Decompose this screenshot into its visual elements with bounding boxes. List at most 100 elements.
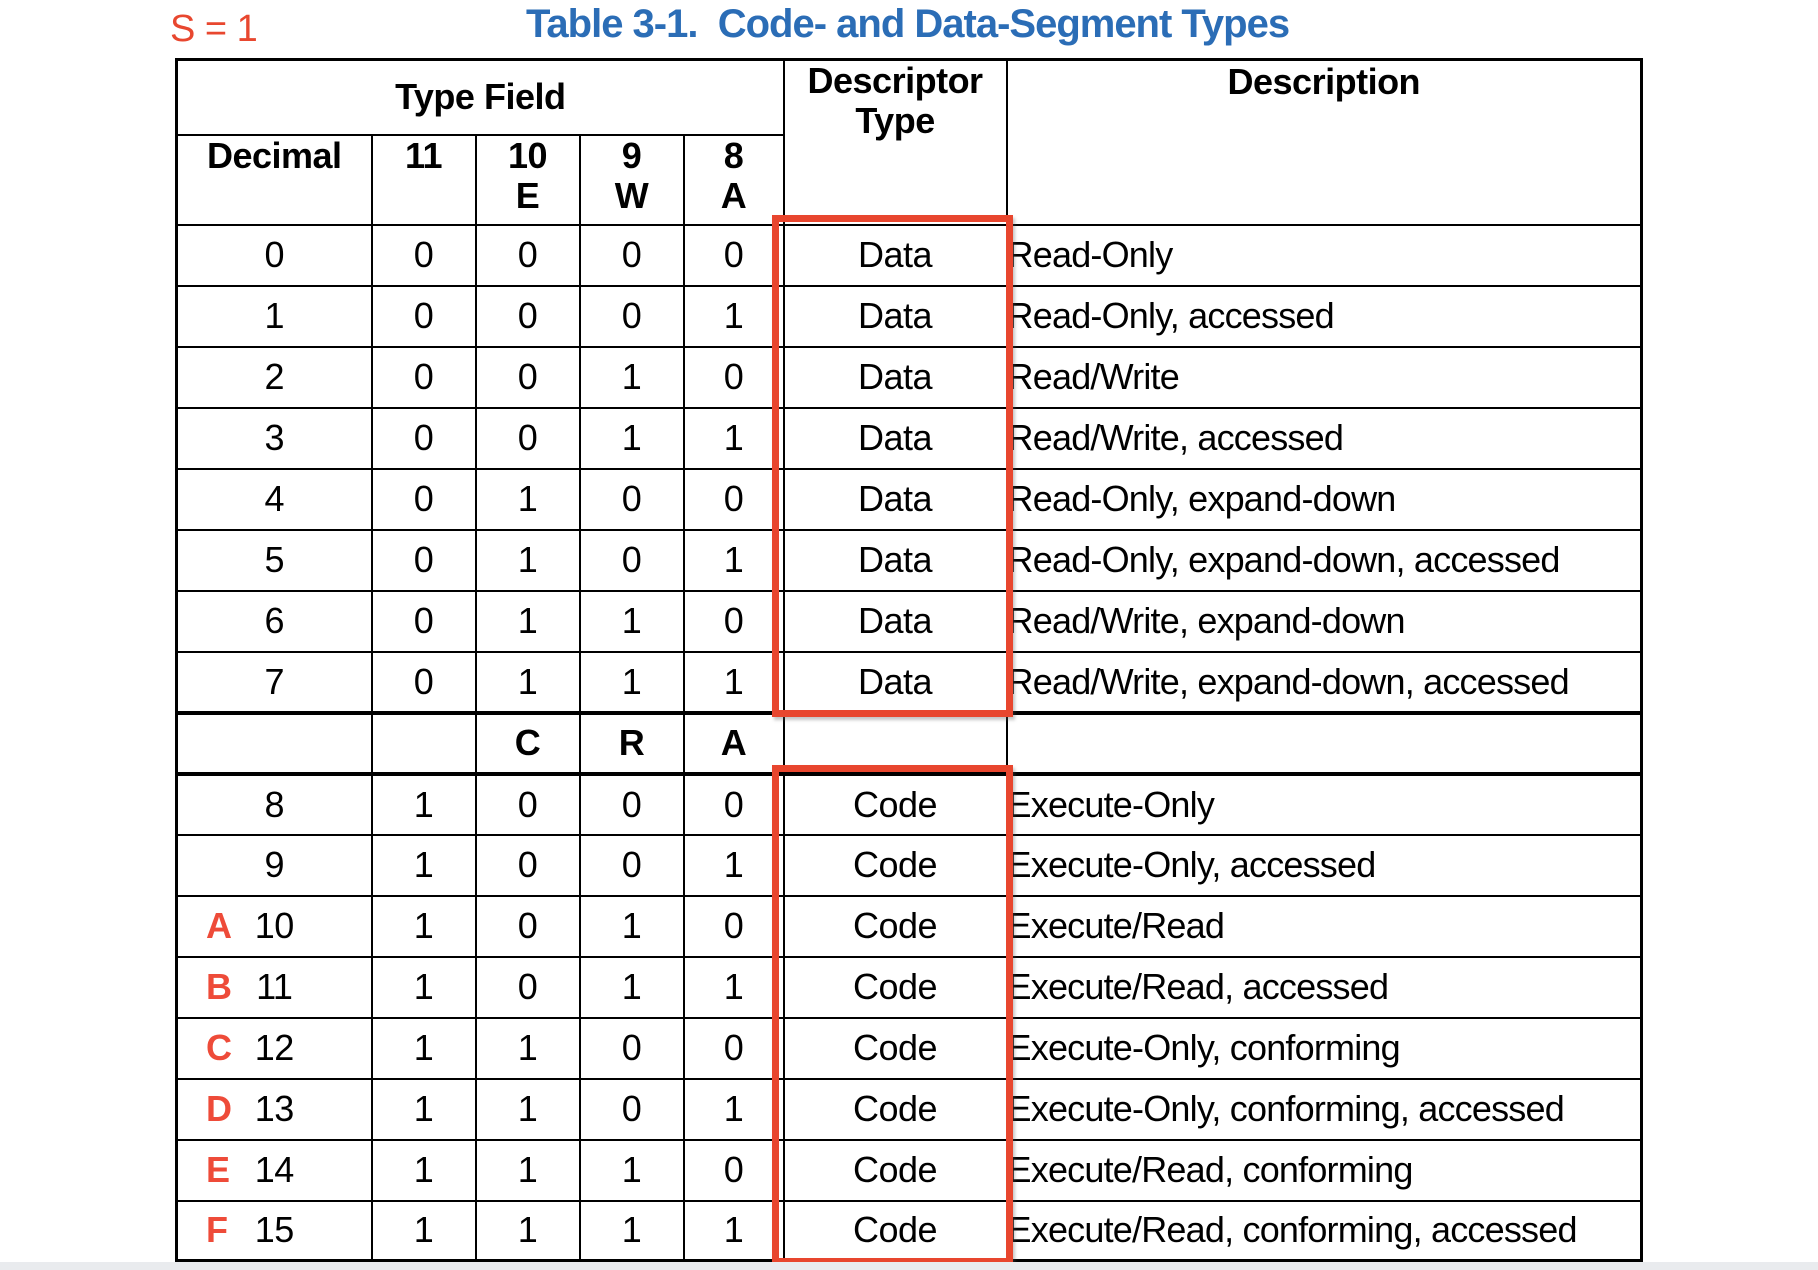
bit9-cell: 0 [578, 467, 685, 531]
table-row: 3 0 0 1 1 Data Read/Write, accessed [175, 406, 1643, 470]
bit11-cell: 0 [370, 284, 477, 348]
table-row: 1 0 0 0 1 Data Read-Only, accessed [175, 284, 1643, 348]
descriptor-type-cell: Code [782, 833, 1008, 897]
decimal-value: 9 [264, 844, 285, 885]
bit9-cell: 0 [578, 772, 685, 836]
table-row: E 14 1 1 1 0 Code Execute/Read, conformi… [175, 1138, 1643, 1202]
bit11-cell [370, 710, 477, 776]
bit11-column-header: 11 [370, 133, 477, 226]
decimal-cell: 3 [175, 406, 373, 470]
column-header-line: A [720, 174, 747, 216]
decimal-value: 0 [264, 234, 285, 275]
descriptor-type-cell: Code [782, 1138, 1008, 1202]
bit9-cell: 1 [578, 955, 685, 1019]
bit8-cell: 0 [682, 772, 785, 836]
bit10-cell: 1 [474, 650, 581, 714]
decimal-value: 5 [264, 539, 285, 580]
column-header-line: 10 [507, 134, 548, 176]
description-cell: Execute/Read, conforming, accessed [1005, 1199, 1643, 1263]
bit9-cell: 1 [578, 589, 685, 653]
bit11-cell: 0 [370, 589, 477, 653]
bit9-cell: 0 [578, 1016, 685, 1080]
table-body: 0 0 0 0 0 Data Read-Only 1 0 0 0 1 Data … [175, 223, 1643, 1263]
bit10-cell: 0 [474, 223, 581, 287]
description-cell: Read-Only, accessed [1005, 284, 1643, 348]
descriptor-type-cell: Code [782, 955, 1008, 1019]
decimal-value: 8 [264, 783, 285, 825]
table-row: A 10 1 0 1 0 Code Execute/Read [175, 894, 1643, 958]
decimal-cell: 0 [175, 223, 373, 287]
bit8-cell: 1 [682, 528, 785, 592]
decimal-value: 2 [264, 356, 285, 397]
bit9-cell: 1 [578, 650, 685, 714]
decimal-value: 4 [264, 478, 285, 519]
description-cell: Execute-Only, conforming, accessed [1005, 1077, 1643, 1141]
decimal-value: 12 [254, 1027, 295, 1068]
bit8-cell: 1 [682, 1199, 785, 1263]
description-cell: Execute-Only, accessed [1005, 833, 1643, 897]
hex-letter-annotation: E [206, 1149, 230, 1190]
bit9-cell: 0 [578, 833, 685, 897]
description-cell: Execute/Read, accessed [1005, 955, 1643, 1019]
decimal-cell: C 12 [175, 1016, 373, 1080]
bit9-cell: 1 [578, 345, 685, 409]
descriptor-type-cell: Code [782, 772, 1008, 836]
column-header-line: 9 [621, 134, 642, 176]
decimal-column-header: Decimal [175, 133, 373, 226]
bit11-cell: 1 [370, 1016, 477, 1080]
bit10-cell: 1 [474, 1077, 581, 1141]
hex-letter-annotation: C [206, 1027, 232, 1068]
bit10-cell: 0 [474, 406, 581, 470]
bit10-cell: 1 [474, 528, 581, 592]
decimal-cell: E 14 [175, 1138, 373, 1202]
bit8-cell: 0 [682, 1138, 785, 1202]
decimal-value: 7 [264, 660, 285, 702]
description-cell: Execute/Read, conforming [1005, 1138, 1643, 1202]
header-row-1: Type Field Descriptor Type Description [175, 58, 1643, 226]
bit10-cell: 1 [474, 1138, 581, 1202]
bit10-cell: 0 [474, 894, 581, 958]
decimal-cell: 1 [175, 284, 373, 348]
decimal-value: 6 [264, 600, 285, 641]
table-row: B 11 1 0 1 1 Code Execute/Read, accessed [175, 955, 1643, 1019]
bit8-cell: 1 [682, 1077, 785, 1141]
hex-letter-annotation: D [206, 1088, 232, 1129]
s-equals-1-annotation: S = 1 [170, 8, 258, 50]
decimal-cell: A 10 [175, 894, 373, 958]
description-cell: Execute-Only, conforming [1005, 1016, 1643, 1080]
bit11-cell: 1 [370, 894, 477, 958]
bit11-cell: 1 [370, 833, 477, 897]
bit8-cell: 1 [682, 284, 785, 348]
descriptor-type-cell: Code [782, 894, 1008, 958]
bit11-cell: 1 [370, 1077, 477, 1141]
bit10-cell: 1 [474, 467, 581, 531]
decimal-cell: F 15 [175, 1199, 373, 1263]
descriptor-type-cell: Data [782, 650, 1008, 714]
page-edge-strip [0, 1262, 1818, 1270]
decimal-cell: 7 [175, 650, 373, 714]
descriptor-type-cell: Code [782, 1077, 1008, 1141]
bit11-cell: 1 [370, 1199, 477, 1263]
bit11-cell: 0 [370, 345, 477, 409]
segment-types-table: Type Field Descriptor Type Description D… [175, 58, 1644, 1264]
bit9-cell: 0 [578, 223, 685, 287]
bit9-cell: 1 [578, 406, 685, 470]
descriptor-type-cell: Data [782, 467, 1008, 531]
table-row: 5 0 1 0 1 Data Read-Only, expand-down, a… [175, 528, 1643, 592]
bit9-cell: 1 [578, 894, 685, 958]
decimal-value: 10 [254, 905, 295, 946]
header-row-2: Decimal 11 10 E 9 W 8 A [175, 133, 1642, 226]
bit11-cell: 0 [370, 406, 477, 470]
description-cell: Read-Only, expand-down [1005, 467, 1643, 531]
descriptor-type-cell: Data [782, 528, 1008, 592]
decimal-cell: 6 [175, 589, 373, 653]
bit8-cell: 0 [682, 223, 785, 287]
decimal-value: 14 [254, 1149, 295, 1190]
description-cell: Read-Only [1005, 223, 1643, 287]
table-title: Table 3-1. Code- and Data-Segment Types [525, 2, 1290, 46]
description-header: Description [1005, 58, 1643, 226]
decimal-cell: 5 [175, 528, 373, 592]
table-row: 9 1 0 0 1 Code Execute-Only, accessed [175, 833, 1643, 897]
table-row: 2 0 0 1 0 Data Read/Write [175, 345, 1643, 409]
